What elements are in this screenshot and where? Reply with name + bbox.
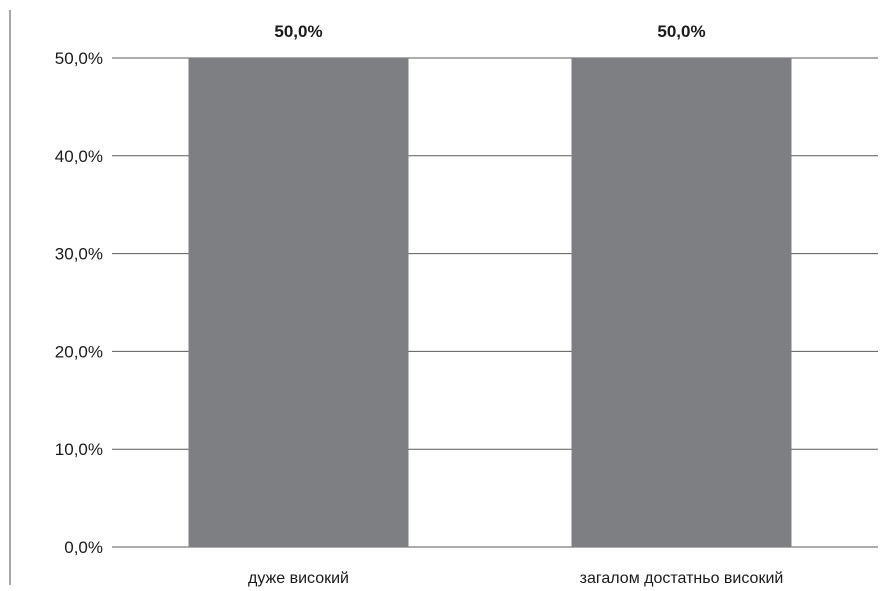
bar [571,58,792,547]
bars [188,58,792,547]
y-tick-label: 0,0% [64,538,103,557]
y-tick-label: 40,0% [55,147,103,166]
y-tick-label: 20,0% [55,342,103,361]
bar [188,58,409,547]
labels: 0,0% 10,0% 20,0% 30,0% 40,0% 50,0% 50,0% дуже в… [55,22,784,587]
y-tick-label: 50,0% [55,49,103,68]
data-label: 50,0% [274,22,322,41]
data-label: 50,0% [657,22,705,41]
y-tick-label: 30,0% [55,245,103,264]
x-category-label: загалом достатньо високий [580,570,784,587]
y-tick-label: 10,0% [55,440,103,459]
x-category-label: дуже високий [248,570,349,587]
